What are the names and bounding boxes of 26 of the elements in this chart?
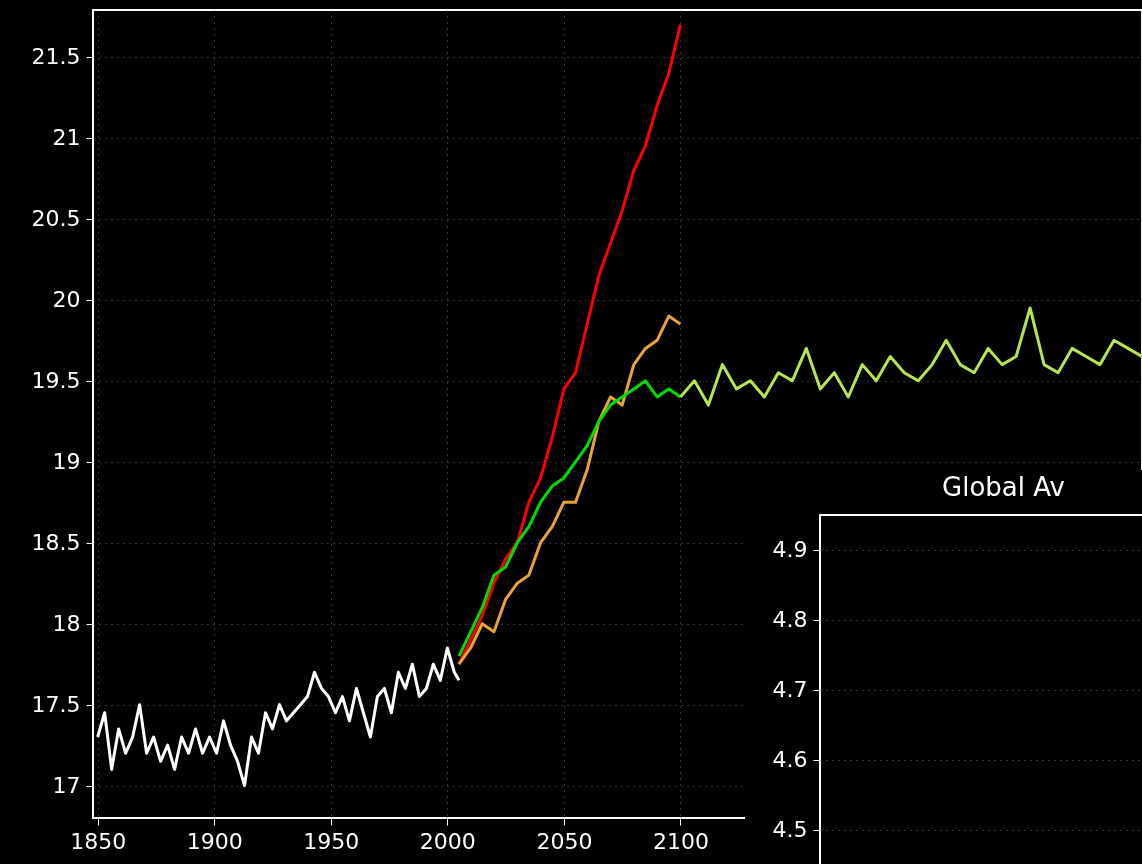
y-tick-label: 20 (52, 287, 81, 313)
chart-title: Global Av (942, 472, 1065, 502)
y-tick-label: 19.5 (31, 368, 81, 394)
line-series (678, 306, 1142, 407)
y-tick-label: 17 (52, 773, 81, 799)
y-tick-label: 17.5 (31, 692, 81, 718)
x-tick-label: 2000 (419, 828, 476, 854)
y-tick-label: 21.5 (31, 44, 81, 70)
y-tick-label: 20.5 (31, 206, 81, 232)
y-tick-label: 21 (52, 125, 81, 151)
y-tick-label: 4.6 (772, 747, 808, 773)
y-tick-label: 4.7 (772, 677, 808, 703)
line-series (457, 379, 682, 658)
y-tick-label: 18 (52, 611, 81, 637)
x-tick-label: 2100 (652, 828, 709, 854)
x-tick-label: 1950 (303, 828, 360, 854)
x-tick-label: 1850 (70, 828, 127, 854)
line-series (457, 314, 682, 666)
y-tick-label: 18.5 (31, 530, 81, 556)
x-tick-label: 1900 (186, 828, 243, 854)
x-tick-label: 2050 (536, 828, 593, 854)
y-tick-label: 4.8 (772, 607, 808, 633)
y-tick-label: 4.5 (772, 817, 808, 843)
line-series (96, 646, 461, 788)
y-tick-label: 19 (52, 449, 81, 475)
y-tick-label: 4.9 (772, 537, 808, 563)
